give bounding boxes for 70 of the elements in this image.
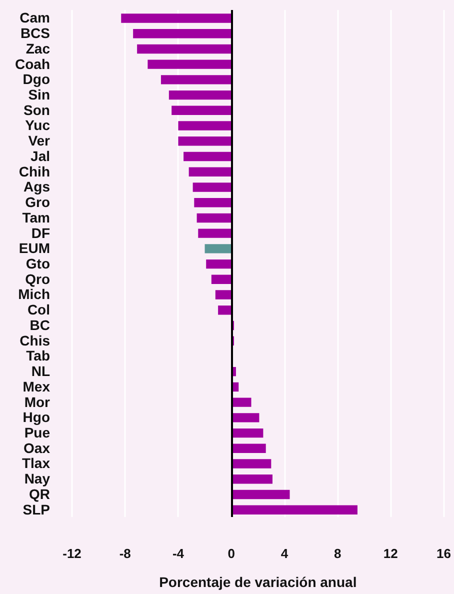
bar [133, 28, 232, 38]
bar [194, 198, 232, 208]
bar [218, 306, 232, 315]
y-tick-label: Zac [26, 40, 50, 56]
y-tick-label: Oax [24, 440, 50, 456]
y-tick-label: Coah [15, 56, 50, 72]
bar [188, 167, 232, 176]
bar [196, 213, 232, 223]
bar [211, 274, 232, 284]
y-tick-label: Tam [22, 209, 50, 226]
bar [148, 60, 232, 69]
y-tick-label: SLP [22, 501, 50, 518]
x-tick-label: -8 [119, 546, 131, 561]
x-tick-label: -12 [62, 546, 82, 561]
bar [231, 444, 266, 454]
y-tick-label: Yuc [25, 117, 50, 134]
bar [168, 90, 232, 100]
x-tick-label: 16 [436, 546, 452, 561]
y-tick-label: BC [30, 316, 50, 333]
bar [206, 259, 232, 269]
y-tick-label: Hgo [22, 409, 50, 426]
x-tick-label: 8 [334, 546, 342, 561]
y-tick-label: Gro [25, 194, 50, 210]
y-tick-label: Jal [30, 148, 50, 164]
x-tick-label: 0 [228, 546, 235, 561]
bar [231, 428, 264, 438]
y-tick-label: Cam [20, 10, 50, 26]
y-tick-label: Tlax [22, 455, 50, 472]
y-tick-label: BCS [20, 25, 50, 42]
y-tick-label: Pue [24, 424, 50, 440]
bar [231, 413, 260, 422]
y-tick-label: Gto [26, 256, 50, 272]
bar [215, 290, 232, 300]
bar [121, 14, 232, 23]
bar [160, 75, 232, 84]
bar [198, 228, 232, 238]
y-tick-label: EUM [18, 240, 50, 256]
x-tick-label: 4 [280, 546, 289, 561]
y-tick-label: Col [27, 302, 50, 318]
y-tick-label: Qro [25, 270, 50, 287]
y-tick-label: Tab [26, 348, 50, 364]
y-tick-label: Mor [24, 394, 51, 410]
y-tick-label: Mex [22, 378, 50, 394]
y-tick-label: Ags [24, 178, 50, 195]
x-tick-label: -4 [172, 546, 185, 561]
x-tick-label: 12 [383, 546, 398, 561]
y-tick-label: Nay [24, 470, 50, 487]
bar [231, 474, 272, 484]
y-tick-label: Son [24, 102, 50, 118]
y-tick-label: DF [31, 224, 50, 241]
y-tick-label: Mich [18, 286, 50, 302]
y-tick-label: Chis [20, 332, 50, 348]
y-tick-label: Ver [28, 132, 51, 149]
y-tick-label: Sin [28, 86, 50, 102]
bar [184, 152, 232, 162]
bar [192, 182, 232, 192]
bar [137, 44, 232, 54]
bar [178, 121, 232, 130]
bar [178, 136, 232, 146]
y-tick-label: Dgo [22, 71, 50, 88]
y-tick-label: NL [31, 363, 50, 380]
y-tick-label: QR [29, 486, 50, 502]
bar [231, 398, 252, 407]
bar [231, 505, 358, 514]
bar [172, 106, 232, 116]
bar [231, 459, 272, 468]
x-axis-title: Porcentaje de variación anual [159, 574, 357, 590]
y-tick-label: Chih [18, 163, 50, 180]
bar [204, 244, 232, 254]
bar [231, 490, 290, 500]
